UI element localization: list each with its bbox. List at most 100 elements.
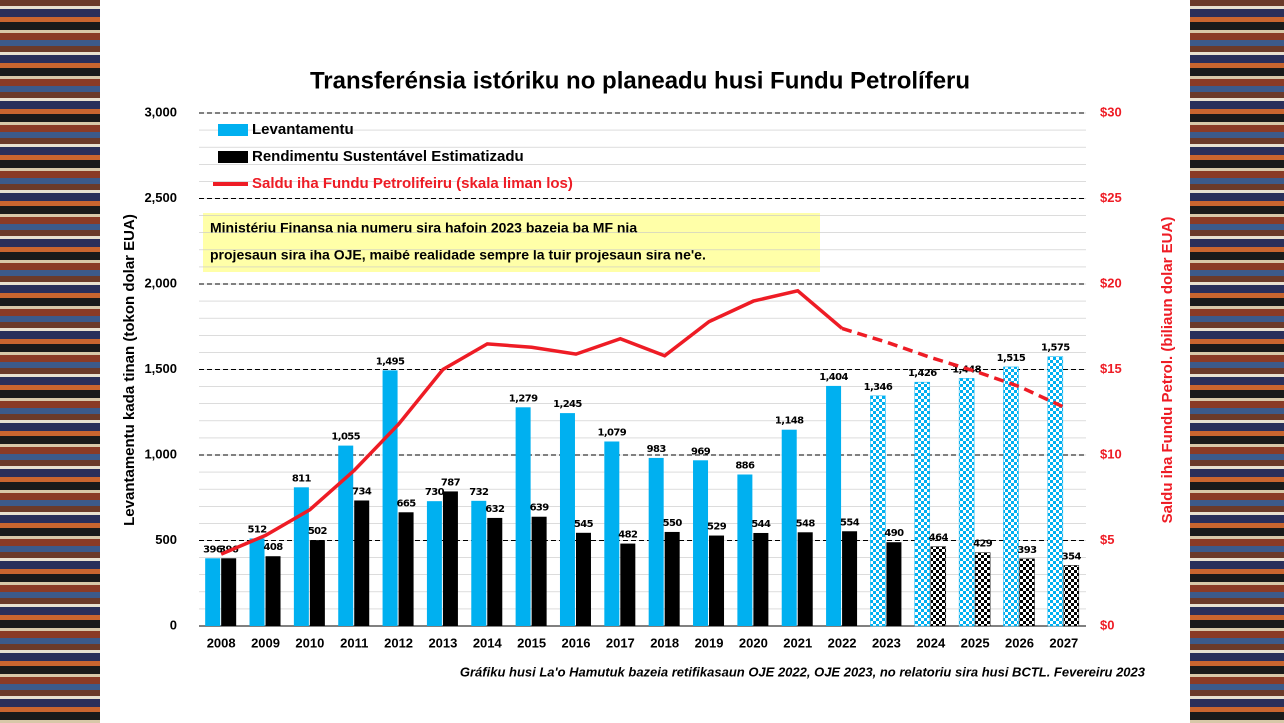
y-tick-label: 2,500 — [144, 190, 177, 205]
x-tick-label: 2019 — [695, 635, 724, 650]
x-tick-label: 2018 — [650, 635, 679, 650]
x-tick-label: 2023 — [872, 635, 901, 650]
x-tick-label: 2014 — [473, 635, 503, 650]
data-label: 734 — [352, 486, 372, 497]
x-tick-label: 2021 — [783, 635, 812, 650]
data-label: 529 — [707, 522, 727, 533]
x-tick-label: 2008 — [207, 635, 236, 650]
bar — [620, 544, 635, 626]
legend-label: Rendimentu Sustentável Estimatizadu — [252, 148, 524, 165]
data-label: 1,148 — [775, 416, 804, 427]
data-label: 969 — [691, 446, 711, 457]
bar — [842, 531, 857, 626]
bar — [737, 474, 752, 626]
bar — [870, 396, 885, 626]
y-tick-label: 1,000 — [144, 446, 177, 461]
data-label: 983 — [647, 444, 667, 455]
bar — [205, 558, 220, 626]
legend-label: Saldu iha Fundu Petrolifeiru (skala lima… — [252, 175, 573, 192]
data-label: 787 — [441, 477, 461, 488]
data-label: 550 — [663, 518, 683, 529]
bar — [1003, 367, 1018, 626]
bar — [798, 532, 813, 626]
data-label: 732 — [469, 487, 489, 498]
bar — [516, 407, 531, 626]
bar — [1019, 559, 1034, 626]
x-tick-label: 2016 — [562, 635, 591, 650]
bar — [649, 458, 664, 626]
data-label: 482 — [618, 530, 638, 541]
bar — [915, 382, 930, 626]
y2-tick-label: $30 — [1100, 104, 1122, 119]
data-label: 1,575 — [1041, 343, 1070, 354]
y-tick-label: 1,500 — [144, 361, 177, 376]
data-label: 548 — [796, 518, 816, 529]
data-label: 639 — [530, 503, 550, 514]
data-label: 1,426 — [908, 368, 937, 379]
bar — [399, 512, 414, 626]
data-label: 490 — [884, 528, 904, 539]
bar — [576, 533, 591, 626]
bar — [471, 501, 486, 626]
x-tick-label: 2025 — [961, 635, 990, 650]
y2-tick-label: $20 — [1100, 275, 1122, 290]
data-label: 1,346 — [864, 382, 893, 393]
x-tick-label: 2017 — [606, 635, 635, 650]
bar — [693, 460, 708, 626]
bar — [354, 500, 369, 626]
data-label: 393 — [1017, 545, 1037, 556]
data-label: 1,515 — [997, 353, 1026, 364]
data-label: 354 — [1062, 551, 1082, 562]
y2-axis-title: Saldu iha Fundu Petrol. (biliaun dolar E… — [1159, 217, 1176, 524]
slide: Transferénsia istóriku no planeadu husi … — [0, 0, 1284, 723]
x-tick-label: 2009 — [251, 635, 280, 650]
bar — [532, 517, 547, 626]
bar — [221, 558, 236, 626]
bar — [487, 518, 502, 626]
bar — [294, 487, 309, 626]
x-tick-label: 2020 — [739, 635, 768, 650]
y2-tick-label: $5 — [1100, 532, 1114, 547]
x-tick-label: 2011 — [340, 635, 368, 650]
bar — [975, 553, 990, 626]
x-tick-label: 2022 — [828, 635, 857, 650]
bar — [427, 501, 442, 626]
bar — [665, 532, 680, 626]
legend-label: Levantamentu — [252, 121, 354, 138]
bar — [560, 413, 575, 626]
bar — [782, 430, 797, 626]
bar — [826, 386, 841, 626]
data-label: 544 — [751, 519, 771, 530]
annotation: Ministériu Finansa nia numeru sira hafoi… — [210, 220, 637, 236]
bar — [886, 542, 901, 626]
x-tick-label: 2013 — [428, 635, 457, 650]
data-label: 632 — [485, 504, 505, 515]
y2-tick-label: $25 — [1100, 190, 1122, 205]
bar — [310, 540, 325, 626]
data-label: 886 — [735, 460, 755, 471]
data-label: 811 — [292, 473, 312, 484]
bar — [266, 556, 281, 626]
data-label: 429 — [973, 539, 993, 550]
y-tick-label: 3,000 — [144, 104, 177, 119]
data-label: 512 — [247, 524, 267, 535]
x-tick-label: 2027 — [1049, 635, 1078, 650]
bar — [443, 491, 458, 626]
y2-tick-label: $15 — [1100, 361, 1122, 376]
data-label: 1,245 — [553, 399, 582, 410]
x-tick-label: 2026 — [1005, 635, 1034, 650]
bar — [1048, 357, 1063, 626]
chart-title: Transferénsia istóriku no planeadu husi … — [310, 67, 970, 94]
x-tick-label: 2010 — [295, 635, 324, 650]
data-label: 545 — [574, 519, 594, 530]
y-tick-label: 2,000 — [144, 275, 177, 290]
data-label: 502 — [308, 526, 328, 537]
y2-tick-label: $10 — [1100, 446, 1122, 461]
data-label: 1,079 — [598, 427, 627, 438]
x-tick-label: 2012 — [384, 635, 413, 650]
data-label: 1,279 — [509, 393, 538, 404]
bar — [383, 370, 398, 626]
y-tick-label: 0 — [170, 617, 177, 632]
legend-swatch — [218, 124, 248, 136]
legend-swatch — [218, 151, 248, 163]
